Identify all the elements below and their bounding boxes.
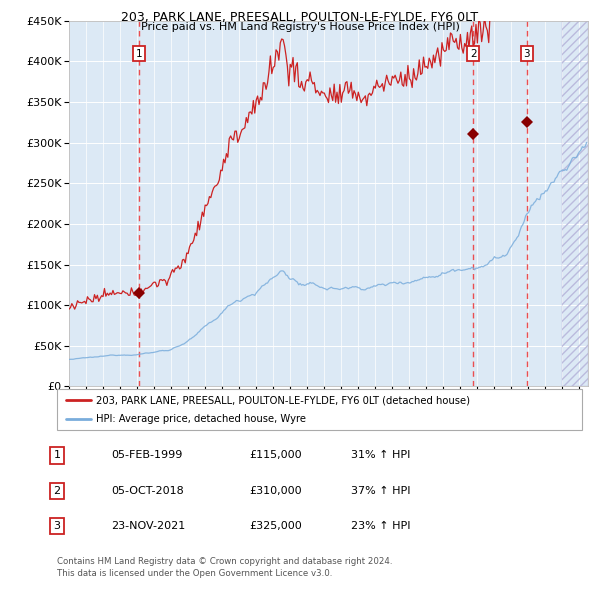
Text: 2: 2 [470, 48, 476, 58]
Text: 2: 2 [53, 486, 61, 496]
Text: 3: 3 [523, 48, 530, 58]
Text: £310,000: £310,000 [249, 486, 302, 496]
Text: 23% ↑ HPI: 23% ↑ HPI [351, 522, 410, 531]
Text: 3: 3 [53, 522, 61, 531]
Text: 1: 1 [136, 48, 142, 58]
Text: This data is licensed under the Open Government Licence v3.0.: This data is licensed under the Open Gov… [57, 569, 332, 578]
Text: £115,000: £115,000 [249, 451, 302, 460]
Text: 1: 1 [53, 451, 61, 460]
Polygon shape [562, 21, 588, 386]
Text: 23-NOV-2021: 23-NOV-2021 [111, 522, 185, 531]
Text: 31% ↑ HPI: 31% ↑ HPI [351, 451, 410, 460]
FancyBboxPatch shape [57, 389, 582, 430]
Text: 05-OCT-2018: 05-OCT-2018 [111, 486, 184, 496]
Text: HPI: Average price, detached house, Wyre: HPI: Average price, detached house, Wyre [97, 415, 307, 424]
Text: 37% ↑ HPI: 37% ↑ HPI [351, 486, 410, 496]
Text: £325,000: £325,000 [249, 522, 302, 531]
Text: 203, PARK LANE, PREESALL, POULTON-LE-FYLDE, FY6 0LT: 203, PARK LANE, PREESALL, POULTON-LE-FYL… [121, 11, 479, 24]
Text: Contains HM Land Registry data © Crown copyright and database right 2024.: Contains HM Land Registry data © Crown c… [57, 557, 392, 566]
Text: 203, PARK LANE, PREESALL, POULTON-LE-FYLDE, FY6 0LT (detached house): 203, PARK LANE, PREESALL, POULTON-LE-FYL… [97, 395, 470, 405]
Text: 05-FEB-1999: 05-FEB-1999 [111, 451, 182, 460]
Text: Price paid vs. HM Land Registry's House Price Index (HPI): Price paid vs. HM Land Registry's House … [140, 22, 460, 32]
